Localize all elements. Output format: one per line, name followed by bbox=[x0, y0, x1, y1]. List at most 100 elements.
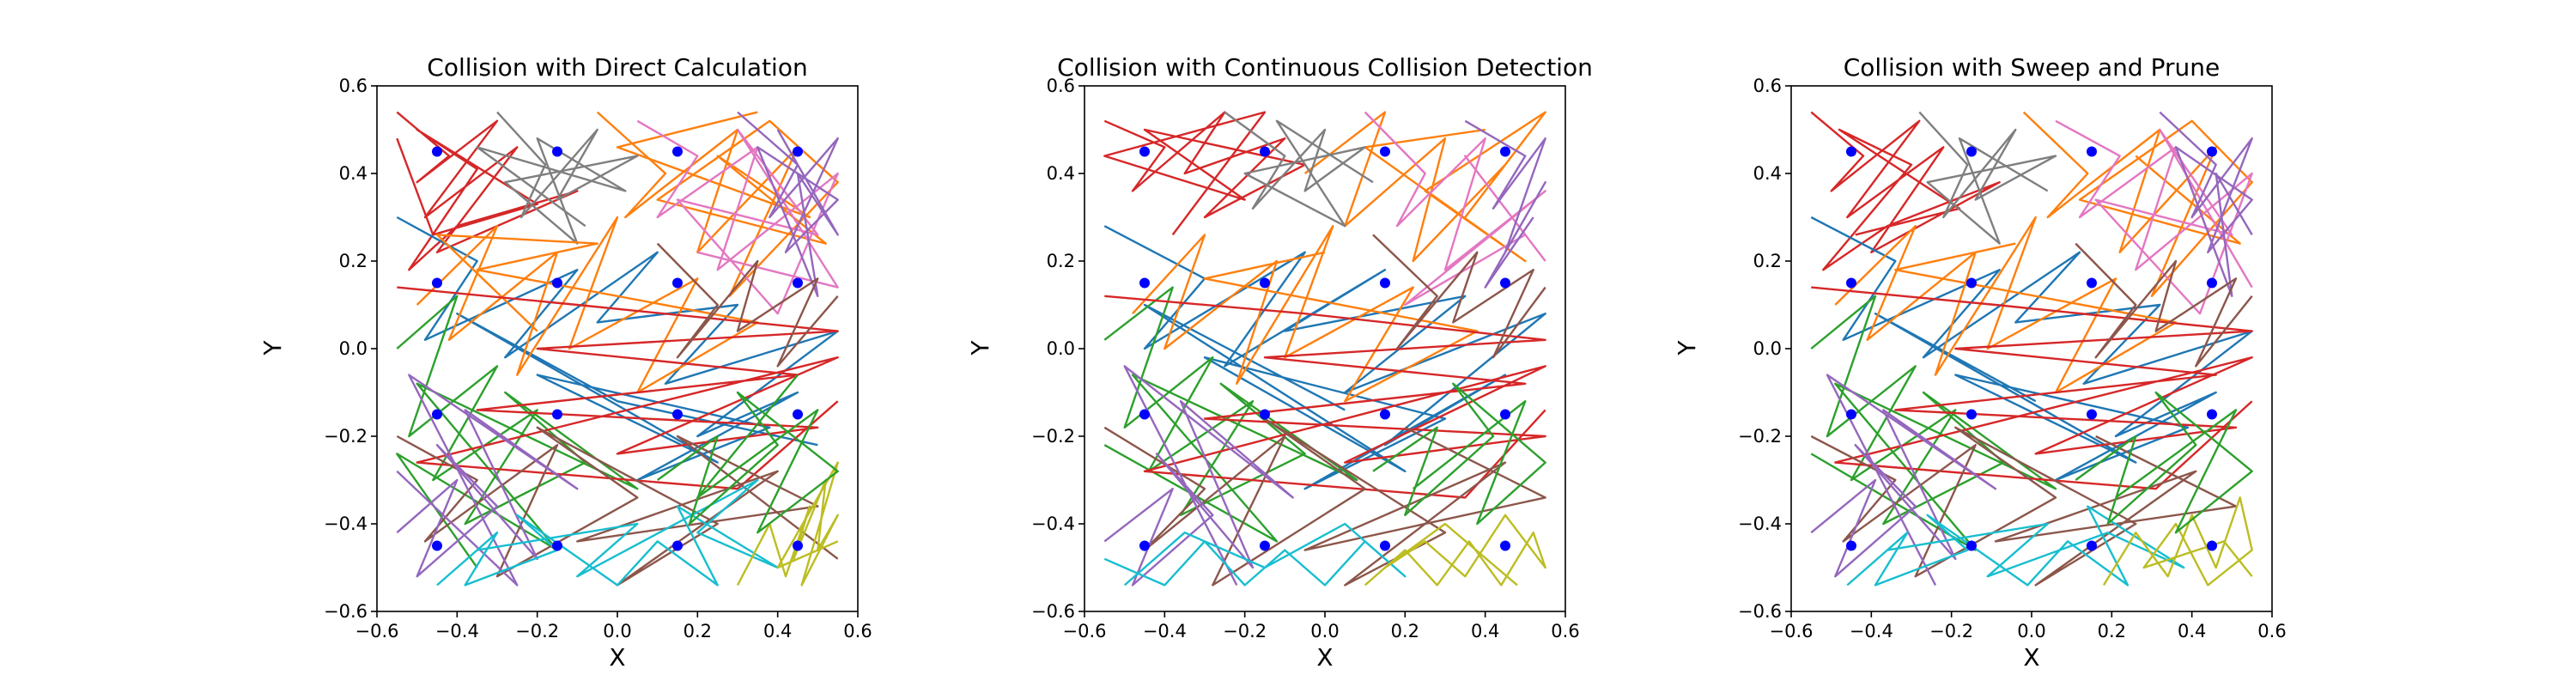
trajectory-line bbox=[636, 119, 839, 315]
trajectory-line bbox=[1364, 111, 1546, 307]
x-axis-label: X bbox=[609, 643, 625, 672]
particle-marker bbox=[1966, 146, 1977, 157]
particle-marker bbox=[1966, 540, 1977, 551]
trajectory-line bbox=[1846, 505, 2185, 587]
particle-marker bbox=[1260, 540, 1270, 551]
subplot-title: Collision with Continuous Collision Dete… bbox=[1057, 53, 1593, 82]
y-tick-label: 0.6 bbox=[339, 76, 368, 96]
y-tick-label: −0.4 bbox=[324, 514, 368, 534]
y-tick-label: 0.2 bbox=[1047, 251, 1075, 271]
trajectory-line bbox=[656, 242, 839, 368]
trajectory-line bbox=[1810, 111, 2001, 271]
y-axis-label: Y bbox=[258, 340, 287, 356]
y-tick-label: 0.2 bbox=[339, 251, 368, 271]
x-tick-label: −0.4 bbox=[435, 621, 479, 641]
y-tick-label: −0.2 bbox=[1738, 426, 1782, 447]
trajectory-line bbox=[476, 111, 639, 245]
particle-marker bbox=[1500, 540, 1510, 551]
y-tick-label: 0.6 bbox=[1047, 76, 1075, 96]
plot-area bbox=[396, 111, 839, 587]
particle-marker bbox=[1846, 540, 1856, 551]
y-tick-label: −0.4 bbox=[1031, 514, 1075, 534]
particle-marker bbox=[552, 146, 562, 157]
y-tick-label: 0.4 bbox=[1753, 163, 1782, 184]
trajectory-line bbox=[436, 478, 779, 587]
particle-marker bbox=[793, 409, 803, 420]
trajectory-line bbox=[1372, 234, 1546, 359]
particle-marker bbox=[2207, 540, 2217, 551]
x-tick-label: 0.6 bbox=[1551, 621, 1579, 641]
y-tick-label: −0.2 bbox=[1031, 426, 1075, 447]
x-tick-label: 0.2 bbox=[2098, 621, 2126, 641]
trajectory-line bbox=[1132, 225, 1479, 403]
x-tick-label: −0.2 bbox=[515, 621, 559, 641]
trajectory-line bbox=[396, 426, 839, 587]
plot-area bbox=[1810, 111, 2253, 587]
trajectory-line bbox=[397, 286, 839, 490]
x-tick-label: −0.4 bbox=[1143, 621, 1187, 641]
trajectory-line bbox=[1103, 286, 1358, 543]
particle-marker bbox=[1139, 540, 1150, 551]
x-tick-label: 0.4 bbox=[1471, 621, 1499, 641]
trajectory-line bbox=[1464, 119, 1546, 289]
x-tick-label: −0.2 bbox=[1223, 621, 1267, 641]
y-tick-label: −0.4 bbox=[1738, 514, 1782, 534]
plot-area bbox=[1103, 111, 1546, 587]
y-axis-label: Y bbox=[1673, 340, 1701, 356]
particle-marker bbox=[432, 540, 442, 551]
x-tick-label: 0.0 bbox=[2017, 621, 2045, 641]
particle-marker bbox=[1500, 409, 1510, 420]
x-tick-label: 0.0 bbox=[603, 621, 631, 641]
particle-marker bbox=[793, 540, 803, 551]
x-tick-label: 0.6 bbox=[843, 621, 872, 641]
y-tick-label: 0.0 bbox=[1753, 338, 1782, 359]
y-tick-label: 0.6 bbox=[1753, 76, 1782, 96]
subplot-direct-calculation: Collision with Direct Calculation X Y −0… bbox=[258, 53, 872, 672]
trajectory-line bbox=[416, 216, 759, 394]
particle-marker bbox=[2087, 409, 2097, 420]
particle-marker bbox=[1380, 146, 1390, 157]
trajectory-line bbox=[1918, 111, 2057, 245]
x-tick-label: −0.6 bbox=[355, 621, 399, 641]
particle-marker bbox=[2087, 277, 2097, 289]
y-axis-label: Y bbox=[966, 340, 994, 356]
trajectory-line bbox=[1103, 365, 1294, 587]
y-tick-label: −0.6 bbox=[1738, 601, 1782, 622]
trajectory-line bbox=[1810, 374, 1997, 586]
trajectory-line bbox=[596, 111, 839, 297]
particle-marker bbox=[1260, 146, 1270, 157]
x-tick-label: 0.2 bbox=[1391, 621, 1419, 641]
particle-marker bbox=[1260, 409, 1270, 420]
particle-marker bbox=[1260, 277, 1270, 289]
particle-marker bbox=[432, 146, 442, 157]
particle-marker bbox=[2207, 409, 2217, 420]
particle-marker bbox=[1846, 409, 1856, 420]
x-tick-label: −0.4 bbox=[1850, 621, 1893, 641]
particle-marker bbox=[793, 146, 803, 157]
y-tick-label: 0.4 bbox=[1047, 163, 1075, 184]
trajectory-line bbox=[396, 111, 579, 271]
trajectory-line bbox=[2102, 496, 2253, 587]
trajectory-line bbox=[2055, 119, 2253, 315]
particle-marker bbox=[1380, 540, 1390, 551]
particle-marker bbox=[672, 409, 683, 420]
particle-marker bbox=[1380, 277, 1390, 289]
x-tick-label: −0.6 bbox=[1770, 621, 1814, 641]
particle-marker bbox=[432, 277, 442, 289]
subplot-title: Collision with Sweep and Prune bbox=[1844, 53, 2220, 82]
particle-marker bbox=[1380, 409, 1390, 420]
x-tick-label: 0.4 bbox=[2178, 621, 2206, 641]
y-tick-label: 0.0 bbox=[339, 338, 368, 359]
trajectory-line bbox=[1303, 111, 1546, 263]
subplot-sweep-and-prune: Collision with Sweep and Prune X Y −0.6−… bbox=[1673, 53, 2287, 672]
particle-marker bbox=[1139, 146, 1150, 157]
trajectory-line bbox=[737, 111, 839, 297]
particle-marker bbox=[2207, 146, 2217, 157]
trajectory-line bbox=[1810, 426, 2238, 587]
particle-marker bbox=[2087, 540, 2097, 551]
x-tick-label: 0.0 bbox=[1310, 621, 1339, 641]
trajectory-line bbox=[2159, 111, 2253, 297]
trajectory-line bbox=[2075, 391, 2253, 534]
particle-marker bbox=[793, 277, 803, 289]
